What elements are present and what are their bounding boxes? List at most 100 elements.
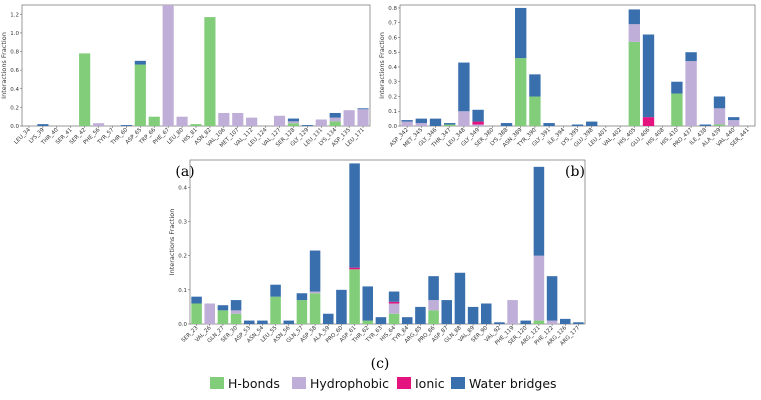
bar-hydrophobic-ala-439 [713,108,726,125]
panel-b-ytick-label: 0.1 [388,109,397,115]
bar-water-bridges-arg-177 [573,322,584,324]
panel-a-ytick-label: 0.6 [10,68,19,74]
bar-hydrophobic-asp-58 [309,291,321,294]
bar-water-bridges-asn-54 [257,320,268,324]
bar-hydrophobic-met-107 [232,112,244,126]
bar-hbonds-his-64 [388,313,400,324]
bar-water-bridges-ala-59 [322,313,334,324]
bar-ionic-glu-406 [642,117,655,126]
bar-water-bridges-lys-134 [329,112,341,118]
bar-water-bridges-glu-406 [642,34,655,118]
bar-hydrophobic-his-405 [628,24,640,42]
bar-hydrophobic-val-112 [246,117,258,126]
panel-b-ytick-label: 0.2 [388,94,397,100]
bar-hydrophobic-met-345 [415,123,427,126]
bar-hydrophobic-gly-349 [472,124,484,126]
legend-swatch-hydrophobic [292,377,306,389]
panel-b-ylabel: Interactions Fraction [378,32,386,99]
bar-hbonds-ala-439 [713,124,726,126]
bar-water-bridges-lys-388 [500,123,513,126]
panel-b-ytick-label: 0.7 [388,21,397,27]
bar-hbonds-gln-57 [296,300,308,324]
bar-water-bridges-gly-391 [543,123,555,126]
bar-hbonds-lys-134 [329,121,341,126]
bar-hydrophobic-val-106 [218,112,230,126]
bar-water-bridges-asn-56 [283,320,295,324]
bar-hydrophobic-phe-119 [507,300,518,324]
bar-hydrophobic-phe-67 [162,5,174,126]
bar-water-bridges-ile-438 [699,124,711,126]
panel-a-ytick-label: 0.8 [10,50,19,56]
bar-hbonds-asp-61 [349,269,360,324]
bar-water-bridges-val-92 [494,322,505,324]
bar-water-bridges-his-64 [388,291,400,302]
bar-hydrophobic-val-440 [728,120,740,126]
panel-b-label: (b) [565,164,585,180]
bar-hbonds-asn-389 [515,58,527,127]
bar-hbonds-his-405 [628,41,640,126]
legend: H-bonds Hydrophobic Ionic Water bridges [210,376,557,391]
bar-hydrophobic-ser-128 [287,121,300,124]
bar-water-bridges-asn-389 [515,7,527,59]
bar-ionic-his-64 [388,301,400,304]
bar-hydrophobic-pro-437 [685,61,697,127]
bar-hydrophobic-ser-30 [230,310,242,314]
bar-water-bridges-asp-61 [349,163,360,268]
bar-hbonds-asn-82 [204,17,216,127]
panel-c-ylabel: Interactions Fraction [168,209,176,276]
bar-hbonds-gln-27 [217,310,229,324]
legend-swatch-water-bridges [451,377,465,389]
bar-ionic-gly-349 [472,121,484,125]
legend-label-ionic: Ionic [415,376,445,391]
bar-hydrophobic-leu-80 [176,116,188,126]
bar-hydrophobic-arg-121 [533,255,545,321]
bar-hydrophobic-pro-86 [428,300,439,311]
bar-water-bridges-pro-60 [336,289,347,324]
bar-water-bridges-tyr-63 [375,317,387,324]
panel-c-frame [189,159,586,325]
bar-water-bridges-val-440 [728,117,740,121]
panel-a-ytick-label: 0.2 [10,105,19,111]
bar-water-bridges-asp-87 [441,300,453,324]
panel-a-label: (a) [175,164,194,180]
bar-water-bridges-tyr-390 [529,74,541,97]
bar-water-bridges-glu-398 [586,121,598,126]
legend-swatch-hbonds [210,377,224,389]
bar-water-bridges-val-89 [467,306,479,324]
bar-water-bridges-gly-349 [472,109,484,122]
panel-b-ytick-label: 0.6 [388,35,397,41]
panel-b: 0.0 0.1 0.2 0.3 0.4 0.5 0.6 0.7 0.8 Interactions … [378,4,756,150]
bar-water-bridges-tyr-84 [401,317,413,324]
bar-water-bridges-gln-88 [454,272,466,324]
panel-b-ytick-label: 0.5 [388,50,397,56]
bar-water-bridges-ser-128 [287,118,300,122]
bar-hbonds-ser-128 [287,123,300,126]
bar-water-bridges-thr-62 [362,286,374,321]
panel-c-ytick-label: 0.4 [178,185,187,191]
bar-water-bridges-ser-30 [230,300,242,311]
bar-hbonds-his-81 [190,124,202,126]
bar-water-bridges-ser-90 [480,303,492,324]
bar-water-bridges-thr-60 [120,125,132,126]
bar-water-bridges-arg-121 [533,166,545,256]
bar-hbonds-asp-65 [134,64,146,126]
bar-hbonds-arg-121 [533,320,545,324]
panel-c-ytick-label: 0.1 [178,288,187,294]
panel-a-frame [21,4,371,127]
bar-ionic-asp-61 [349,267,360,270]
panel-b-ytick-label: 0.8 [388,6,397,12]
bar-water-bridges-asp-53 [243,320,255,324]
bar-hbonds-tyr-390 [529,96,541,126]
bar-water-bridges-ser-120 [520,320,532,324]
bar-hydrophobic-leu-171 [357,109,369,126]
bar-hbonds-ser-42 [79,53,91,126]
panel-a-ytick-label: 1.0 [10,31,19,37]
bar-hydrophobic-his-64 [388,303,400,314]
panel-a-ylabel: Interactions Fraction [0,32,8,99]
bar-hydrophobic-lys-134 [329,117,341,122]
bar-hydrophobic-leu-348 [458,111,470,126]
bar-hbonds-thr-347 [444,124,456,126]
bar-water-bridges-ser-23 [191,296,202,304]
